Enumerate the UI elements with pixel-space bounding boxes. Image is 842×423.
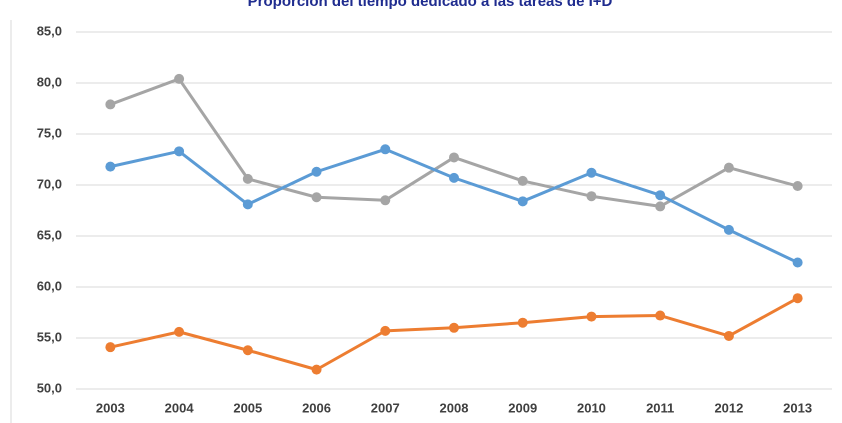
- data-point: [723, 224, 734, 235]
- y-tick-label: 65,0: [37, 227, 62, 242]
- data-point: [655, 310, 666, 321]
- data-point: [380, 325, 391, 336]
- data-point: [174, 146, 185, 157]
- data-point: [105, 161, 116, 172]
- data-point: [517, 196, 528, 207]
- data-point: [449, 152, 459, 163]
- data-point: [380, 144, 391, 155]
- y-tick-label: 75,0: [37, 125, 62, 140]
- data-point: [449, 172, 459, 183]
- data-point: [311, 364, 322, 375]
- chart-title: Proporción del tiempo dedicado a las tar…: [248, 0, 613, 10]
- data-point: [792, 181, 803, 192]
- data-point: [723, 330, 734, 341]
- y-tick-label: 70,0: [37, 176, 62, 191]
- data-point: [174, 326, 185, 337]
- data-point: [792, 293, 803, 304]
- data-point: [242, 345, 253, 356]
- data-point: [655, 190, 666, 201]
- data-point: [174, 73, 185, 84]
- x-tick-label: 2003: [96, 400, 125, 415]
- x-tick-label: 2004: [165, 400, 195, 415]
- data-point: [792, 257, 803, 268]
- x-tick-label: 2006: [302, 400, 331, 415]
- y-tick-label: 60,0: [37, 278, 62, 293]
- x-tick-label: 2013: [783, 400, 812, 415]
- data-point: [517, 175, 528, 186]
- data-point: [311, 192, 322, 203]
- x-tick-label: 2008: [440, 400, 469, 415]
- x-tick-label: 2005: [233, 400, 262, 415]
- data-point: [449, 322, 459, 333]
- x-tick-label: 2007: [371, 400, 400, 415]
- y-tick-label: 85,0: [37, 23, 62, 38]
- x-tick-label: 2009: [508, 400, 537, 415]
- data-point: [105, 99, 116, 110]
- series-line: [110, 296, 799, 372]
- data-point: [380, 195, 391, 206]
- data-point: [586, 311, 597, 322]
- series-line: [109, 77, 799, 208]
- data-point: [242, 199, 253, 210]
- data-point: [311, 166, 322, 177]
- data-point: [655, 201, 666, 212]
- data-point: [586, 191, 597, 202]
- y-tick-label: 50,0: [37, 380, 62, 395]
- y-tick-label: 55,0: [37, 329, 62, 344]
- series-line: [110, 147, 799, 264]
- data-point: [586, 167, 597, 178]
- data-point: [105, 342, 116, 353]
- x-tick-label: 2011: [646, 400, 674, 415]
- data-point: [723, 162, 734, 173]
- x-tick-label: 2010: [577, 400, 606, 415]
- data-point: [517, 317, 528, 328]
- y-tick-label: 80,0: [37, 74, 62, 89]
- data-point: [242, 173, 253, 184]
- x-tick-label: 2012: [714, 400, 743, 415]
